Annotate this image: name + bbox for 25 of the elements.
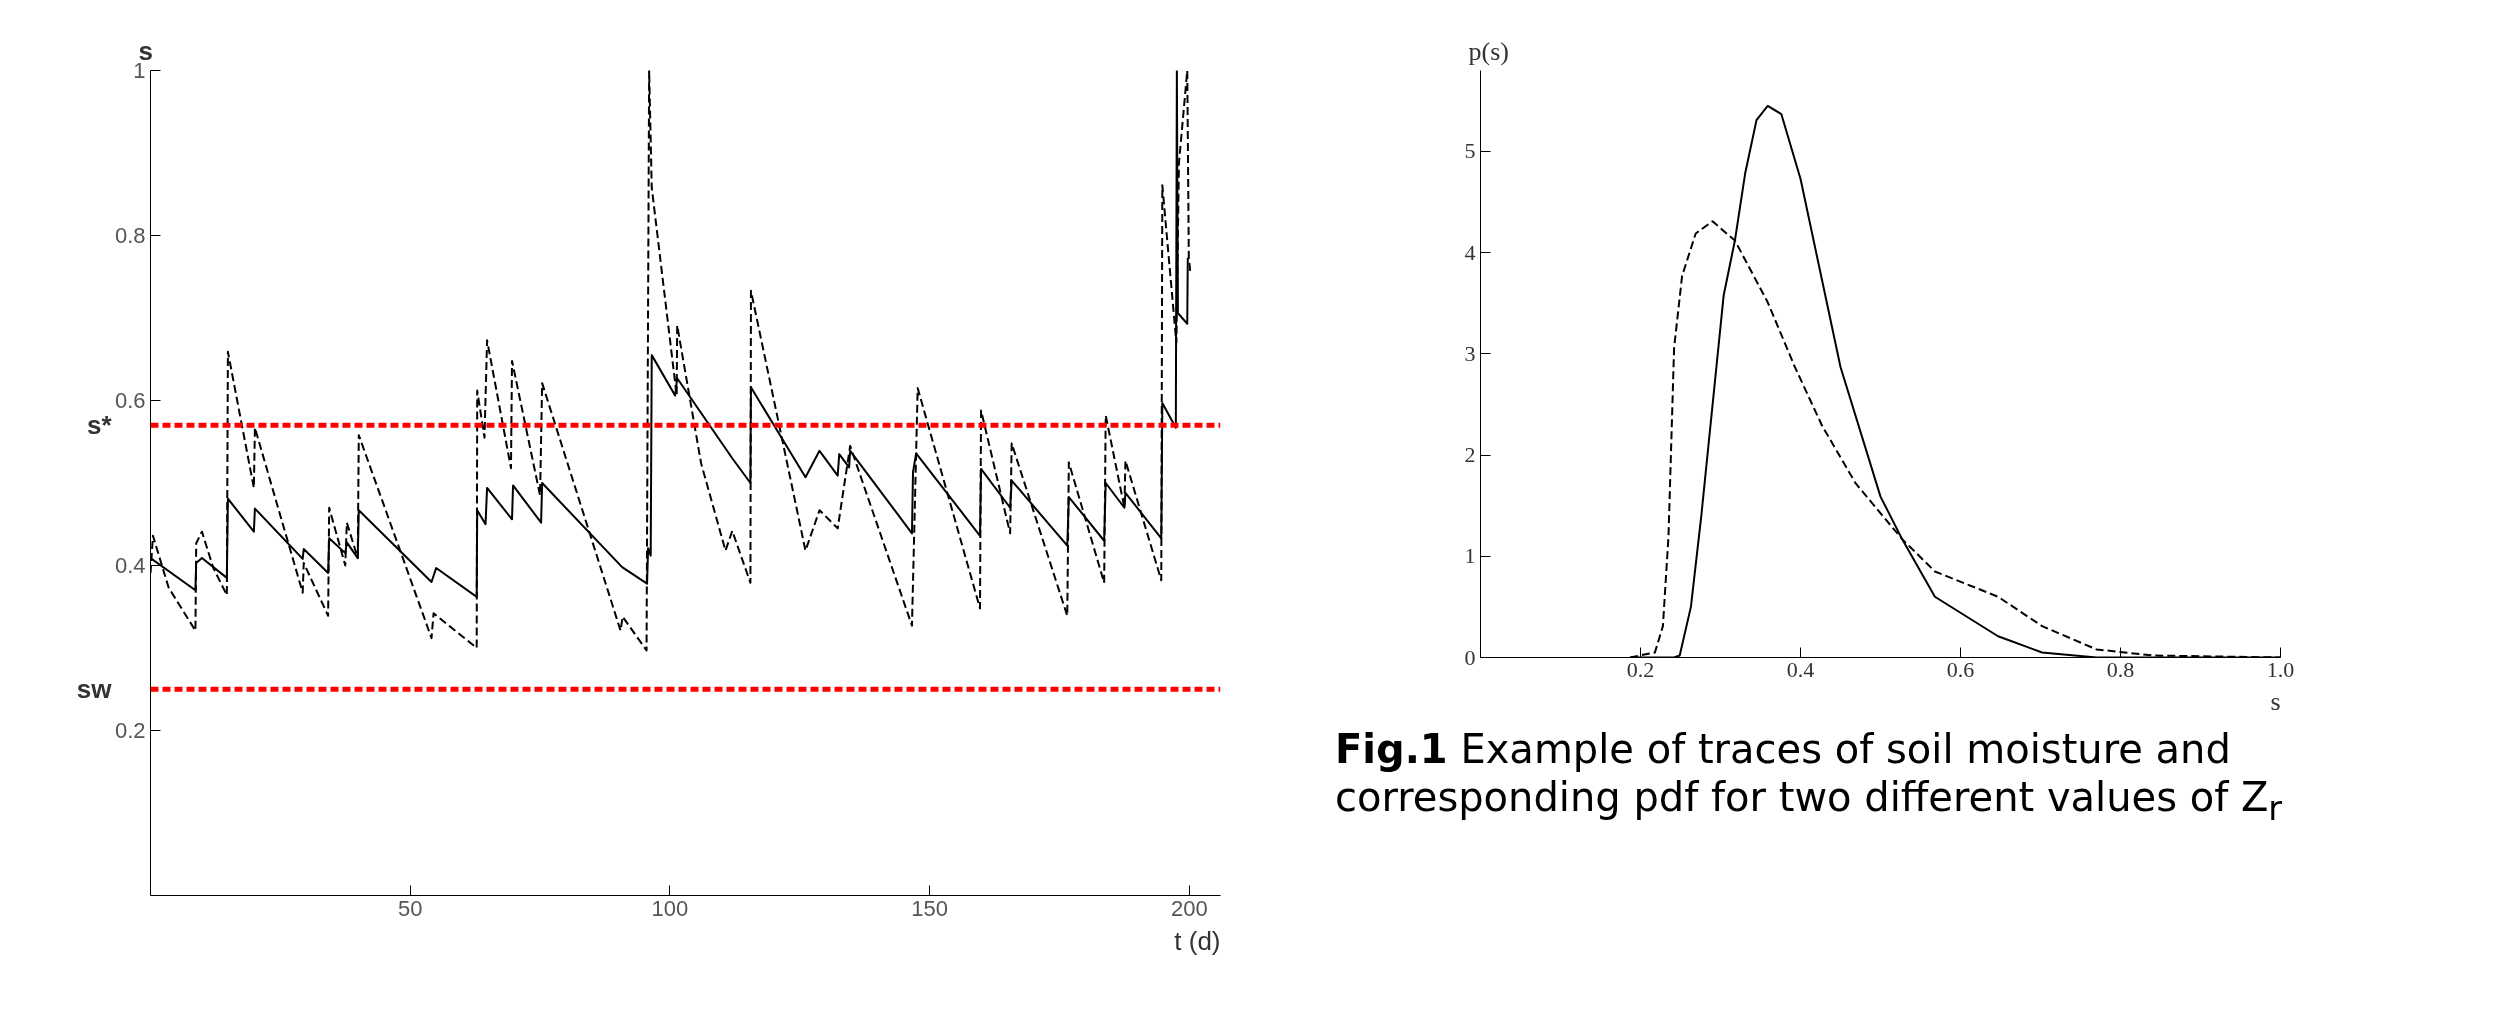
y-tick-label: 5	[1464, 138, 1476, 164]
y-tick-label: 0	[1464, 644, 1476, 670]
x-tick-label: 1.0	[2266, 656, 2295, 682]
x-tick-label: 0.8	[2106, 656, 2135, 682]
caption: Fig.1 Example of traces of soil moisture and corresponding pdf for two different values of Z$_{r}$	[1335, 725, 2284, 829]
ref-line-label: s*	[86, 410, 113, 441]
x-tick-label: 0.6	[1946, 656, 1975, 682]
y-tick-label: 3	[1464, 340, 1476, 366]
y-tick-label: 0.8	[114, 223, 146, 248]
ref-line-label: sw	[76, 674, 113, 705]
y-axis-title: p(s)	[1468, 36, 1509, 66]
y-tick-label: 4	[1464, 239, 1476, 265]
x-tick-label: 0.4	[1786, 656, 1815, 682]
x-axis-title: t (d)	[1174, 925, 1221, 956]
y-tick-label: 0.4	[114, 553, 146, 578]
x-tick-label: 150	[911, 895, 948, 921]
x-axis-title: s	[2270, 686, 2281, 716]
x-tick-label: 200	[1170, 895, 1208, 921]
x-tick-label: 50	[397, 895, 423, 921]
x-tick-label: 100	[651, 895, 689, 921]
y-tick-label: 2	[1464, 442, 1476, 468]
y-tick-label: 1	[1464, 543, 1476, 569]
x-tick-label: 0.2	[1626, 656, 1655, 682]
y-tick-label: 0.6	[114, 388, 146, 413]
y-tick-label: 0.2	[114, 718, 146, 743]
